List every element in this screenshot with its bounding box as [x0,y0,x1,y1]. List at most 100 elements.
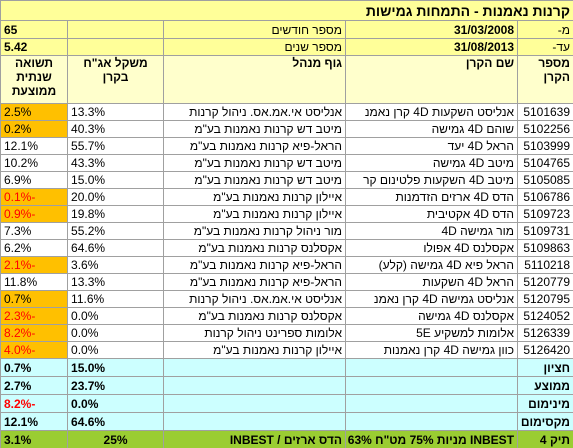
fund-manager: איילון קרנות נאמנות בע"מ [163,205,347,223]
fund-name: כוון גמישה 4D קרן נאמנות [345,341,519,359]
fund-number: 5109723 [517,205,573,223]
bond-weight: 19.8% [67,205,165,223]
annual-return: -2.1% [0,256,69,274]
fund-row: 5109863 אקסלנס 4D אפולו אקסלנס קרנות נאמנו… [0,239,573,257]
total-row: תיק 4 INBEST מניות 75% מט"ח 63% הדס ארזים … [0,430,573,448]
fund-manager: הראל-פיא קרנות נאמנות בע"מ [163,273,347,291]
fund-row: 5120779 הראל 4D השקעות הראל-פיא קרנות נאמנ… [0,273,573,291]
fund-number: 5110218 [517,256,573,274]
fund-manager: הראל-פיא קרנות נאמנות בע"מ [163,137,347,155]
summary-row: מקסימום 64.6% 12.1% [0,412,573,431]
from-label: מ- [517,20,573,39]
annual-return: -0.9% [0,205,69,223]
bond-weight: 11.6% [67,290,165,308]
bond-weight: 64.6% [67,239,165,257]
bond-weight: 55.7% [67,137,165,155]
empty-cell [163,376,347,395]
fund-name: אקסלנס 4D אפולו [345,239,519,257]
fund-number: 5109731 [517,222,573,240]
to-label: עד- [517,38,573,56]
column-header: גוף מנהל [163,55,347,104]
total-label: תיק 4 [517,430,573,448]
annual-return: 11.8% [0,273,69,291]
summary-return: 2.7% [0,376,69,395]
summary-label: מקסימום [517,412,573,431]
fund-number: 5126420 [517,341,573,359]
fund-name: אלומות למשקיע 5E [345,324,519,342]
total-weight: 25% [67,430,165,448]
fund-row: 5124052 אקסלנס 4D גמישה אקסלנס קרנות נאמנו… [0,307,573,325]
annual-return: 12.1% [0,137,69,155]
summary-weight: 64.6% [67,412,165,431]
fund-number: 5126339 [517,324,573,342]
empty-cell [345,358,519,377]
fund-name: מיטב 4D גמישה [345,154,519,172]
fund-manager: אנליסט אי.אמ.אס. ניהול קרנות [163,290,347,308]
from-date: 31/03/2008 [345,20,519,39]
fund-manager: אקסלנס קרנות נאמנות בע"מ [163,239,347,257]
months-label: מספר חודשים [163,20,347,39]
title-row: קרנות נאמנות - התמחות גמישות [0,0,573,21]
total-name: INBEST מניות 75% מט"ח 63% [345,430,519,448]
fund-number: 5106786 [517,188,573,206]
fund-number: 5101639 [517,103,573,121]
fund-name: אנליסט השקעות 4D קרן נאמנ [345,103,519,121]
fund-row: 5109731 מור גמישה 4D מור ניהול קרנות נאמנו… [0,222,573,240]
bond-weight: 0.0% [67,307,165,325]
fund-number: 5109863 [517,239,573,257]
from-row: מ- 31/03/2008 מספר חודשים 65 [0,20,573,39]
fund-row: 5110218 הראל פיא 4D גמישה (קלע) הראל-פיא ק… [0,256,573,274]
fund-number: 5103999 [517,137,573,155]
annual-return: 10.2% [0,154,69,172]
fund-row: 5104765 מיטב 4D גמישה מיטב דש קרנות נאמנות… [0,154,573,172]
annual-return: 6.2% [0,239,69,257]
fund-manager: מור ניהול קרנות נאמנות בע"מ [163,222,347,240]
summary-label: ממוצע [517,376,573,395]
sheet-title: קרנות נאמנות - התמחות גמישות [0,0,573,21]
fund-row: 5109723 הדס 4D אקטיבית איילון קרנות נאמנות… [0,205,573,223]
empty-cell [345,412,519,431]
fund-name: הראל 4D השקעות [345,273,519,291]
column-header: משקל אג"ח בקרן [67,55,165,104]
years-value: 5.42 [0,38,69,56]
annual-return: -8.2% [0,324,69,342]
annual-return: 7.3% [0,222,69,240]
bond-weight: 15.0% [67,171,165,189]
fund-name: מור גמישה 4D [345,222,519,240]
fund-manager: אנליסט אי.אמ.אס. ניהול קרנות [163,103,347,121]
bond-weight: 0.0% [67,324,165,342]
annual-return: 0.2% [0,120,69,138]
empty-cell [163,412,347,431]
fund-number: 5120795 [517,290,573,308]
summary-row: מינימום 0.0% -8.2% [0,394,573,413]
empty-cell [345,394,519,413]
annual-return: 2.5% [0,103,69,121]
column-header-row: מספר הקרן שם הקרן גוף מנהל משקל אג"ח בקרן תש… [0,55,573,104]
bond-weight: 0.0% [67,341,165,359]
annual-return: -0.1% [0,188,69,206]
fund-row: 5126420 כוון גמישה 4D קרן נאמנות איילון קר… [0,341,573,359]
column-header: שם הקרן [345,55,519,104]
summary-weight: 15.0% [67,358,165,377]
years-label: מספר שנים [163,38,347,56]
summary-label: חציון [517,358,573,377]
fund-name: אקסלנס 4D גמישה [345,307,519,325]
fund-manager: מיטב דש קרנות נאמנות בע"מ [163,154,347,172]
fund-manager: איילון קרנות נאמנות בע"מ [163,341,347,359]
bond-weight: 13.3% [67,273,165,291]
fund-number: 5105085 [517,171,573,189]
bond-weight: 43.3% [67,154,165,172]
fund-manager: הראל-פיא קרנות נאמנות בע"מ [163,256,347,274]
fund-name: מיטב 4D השקעות פלטינום קר [345,171,519,189]
fund-row: 5102256 שוהם 4D גמישה מיטב דש קרנות נאמנות… [0,120,573,138]
fund-name: שוהם 4D גמישה [345,120,519,138]
bond-weight: 20.0% [67,188,165,206]
column-header: מספר הקרן [517,55,573,104]
fund-row: 5126339 אלומות למשקיע 5E אלומות ספרינט ניה… [0,324,573,342]
empty-cell [163,394,347,413]
annual-return: -4.0% [0,341,69,359]
fund-name: הראל 4D יעד [345,137,519,155]
summary-row: ממוצע 23.7% 2.7% [0,376,573,395]
to-row: עד- 31/08/2013 מספר שנים 5.42 [0,38,573,56]
